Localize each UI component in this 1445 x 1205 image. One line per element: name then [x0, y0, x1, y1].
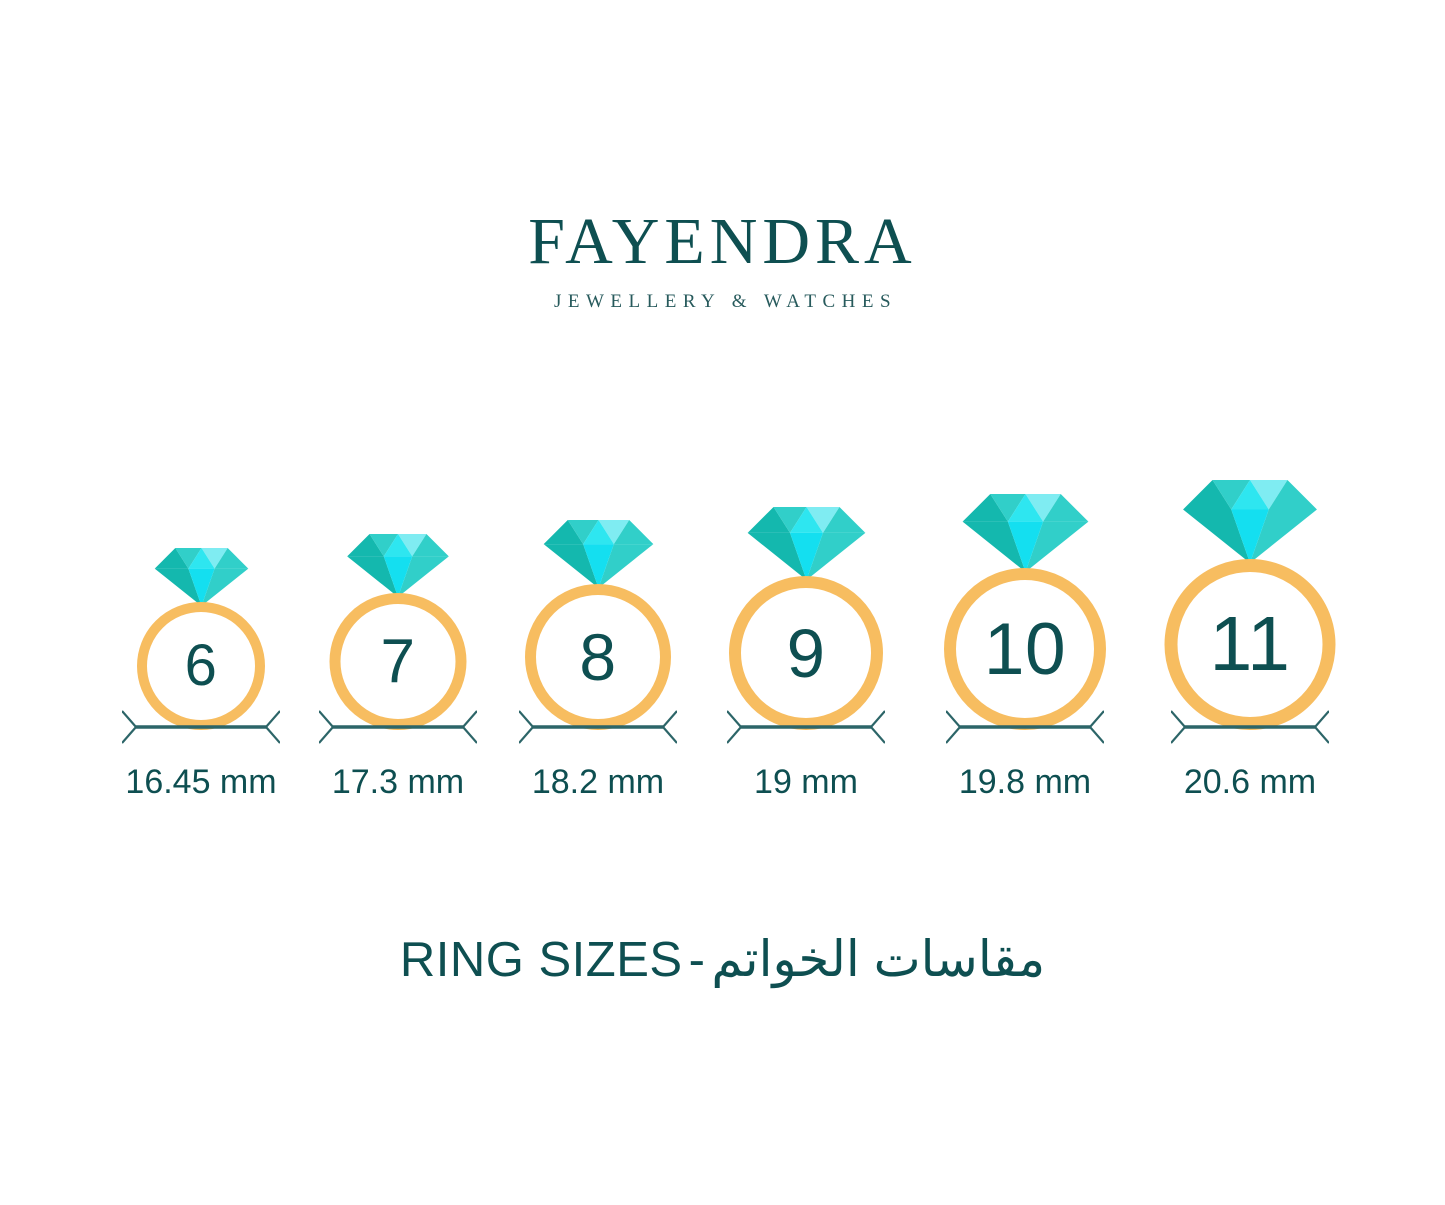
- chart-title: RING SIZES - مقاسات الخواتم: [0, 928, 1445, 991]
- ring-size-10[interactable]: 10: [944, 494, 1106, 730]
- brand-name: FAYENDRA: [528, 205, 917, 278]
- diameter-label-8: 18.2 mm: [531, 763, 665, 801]
- diameter-label-10: 19.8 mm: [958, 763, 1092, 801]
- dimension-line: [121, 710, 281, 744]
- ring-size-number: 11: [1209, 601, 1291, 687]
- ring-size-number: 10: [983, 608, 1067, 690]
- dimension-line: [1170, 710, 1330, 744]
- ring-size-number: 9: [786, 614, 826, 692]
- ring-band-wrapper: 11: [1164, 559, 1336, 730]
- chart-title-arabic: مقاسات الخواتم: [711, 931, 1046, 987]
- brand-tagline: JEWELLERY & WATCHES: [553, 291, 898, 312]
- diamond-gem-icon: [962, 494, 1088, 572]
- ring-size-11[interactable]: 11: [1164, 480, 1336, 730]
- ring-size-9[interactable]: 9: [729, 507, 883, 730]
- ring-size-number: 6: [184, 633, 218, 698]
- dimension-line: [318, 710, 478, 744]
- brand-logo: FAYENDRA JEWELLERY & WATCHES: [0, 205, 1445, 313]
- ring-size-6[interactable]: 6: [137, 548, 265, 730]
- ring-band: [944, 568, 1106, 730]
- dimension-line-6: [121, 705, 281, 754]
- diamond-gem-icon: [543, 520, 653, 588]
- ring-size-number: 8: [579, 620, 617, 694]
- ring-band: [525, 584, 671, 730]
- diameter-label-9: 19 mm: [754, 763, 858, 801]
- ring-band: [137, 602, 265, 730]
- ring-size-number: 7: [380, 626, 416, 696]
- diamond-gem-icon: [1183, 480, 1317, 563]
- chart-title-separator: -: [688, 933, 706, 987]
- chart-title-english: RING SIZES: [399, 933, 683, 987]
- ring-band-wrapper: 10: [944, 568, 1106, 730]
- diamond-gem-icon: [347, 534, 449, 597]
- dimension-line-row: [0, 705, 1445, 755]
- dimension-line: [518, 710, 678, 744]
- diameter-label-7: 17.3 mm: [331, 763, 465, 801]
- diameter-label-row: 16.45 mm 17.3 mm 18.2 mm 19 mm 19.8 mm 20.6 m…: [0, 760, 1445, 810]
- ring-band-wrapper: 6: [137, 602, 265, 730]
- dimension-line-10: [945, 705, 1105, 754]
- ring-illustration-row: 6 7 8 9 10 11: [0, 440, 1445, 730]
- ring-band: [729, 576, 883, 730]
- ring-band: [1164, 559, 1336, 730]
- diameter-label-6: 16.45 mm: [125, 763, 277, 801]
- ring-size-8[interactable]: 8: [525, 520, 671, 730]
- ring-size-7[interactable]: 7: [329, 534, 467, 730]
- diamond-gem-icon: [747, 507, 865, 580]
- dimension-line-7: [318, 705, 478, 754]
- diamond-gem-icon: [154, 548, 248, 606]
- dimension-line-9: [726, 705, 886, 754]
- dimension-line: [726, 710, 886, 744]
- ring-band-wrapper: 9: [729, 576, 883, 730]
- ring-band-wrapper: 8: [525, 584, 671, 730]
- dimension-line-8: [518, 705, 678, 754]
- dimension-line: [945, 710, 1105, 744]
- dimension-line-11: [1170, 705, 1330, 754]
- diameter-label-11: 20.6 mm: [1183, 763, 1317, 801]
- ring-band-wrapper: 7: [329, 593, 467, 730]
- ring-band: [329, 593, 467, 730]
